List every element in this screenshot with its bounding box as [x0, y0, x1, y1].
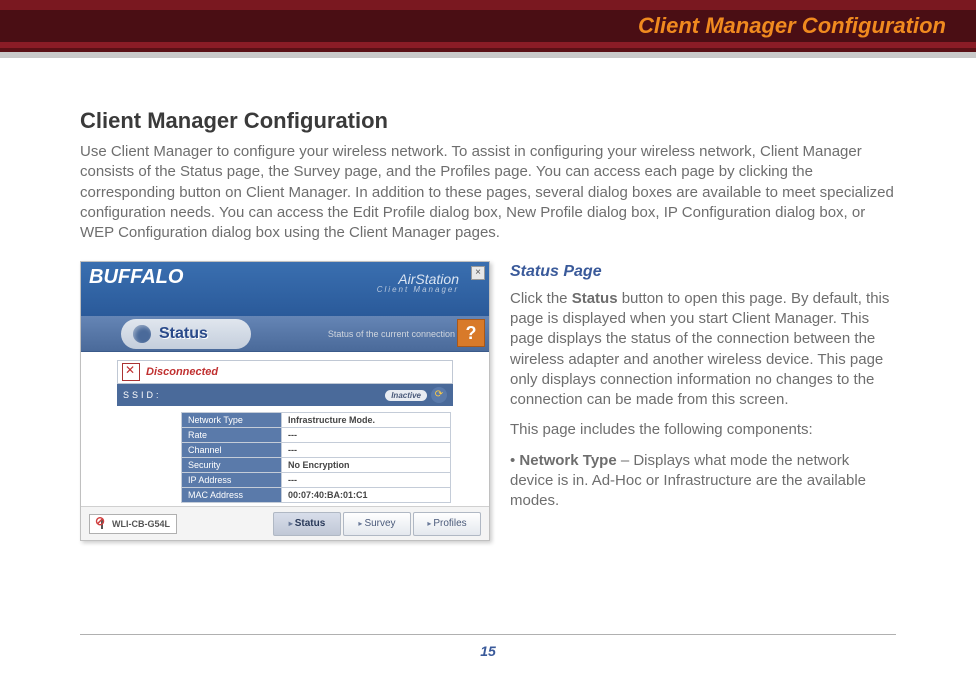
row-key: MAC Address — [182, 488, 282, 503]
row-key: IP Address — [182, 473, 282, 488]
table-row: Rate--- — [182, 428, 451, 443]
status-subtitle: Status of the current connection — [328, 329, 455, 339]
screenshot-header: BUFFALO AirStation Client Manager × — [81, 262, 489, 316]
connection-row: Disconnected — [117, 360, 453, 384]
status-bar: Status Status of the current connection … — [81, 316, 489, 352]
row-val: --- — [282, 428, 451, 443]
right-column: Status Page Click the Status button to o… — [510, 261, 896, 541]
status-pill: Status — [121, 319, 251, 349]
table-row: Channel--- — [182, 443, 451, 458]
ssid-key: SSID: — [123, 390, 162, 400]
row-key: Rate — [182, 428, 282, 443]
footer-buttons: Status Survey Profiles — [273, 512, 481, 536]
header-bands: Client Manager Configuration — [0, 0, 976, 58]
row-val: 00:07:40:BA:01:C1 — [282, 488, 451, 503]
paragraph-3: • Network Type – Displays what mode the … — [510, 451, 896, 512]
row-key: Security — [182, 458, 282, 473]
disconnected-icon — [122, 363, 140, 381]
header-title: Client Manager Configuration — [638, 13, 946, 39]
row-val: Infrastructure Mode. — [282, 413, 451, 428]
ssid-row: SSID: Inactive ⟳ — [117, 384, 453, 406]
refresh-icon[interactable]: ⟳ — [431, 387, 447, 403]
row-val: --- — [282, 473, 451, 488]
profiles-button[interactable]: Profiles — [413, 512, 481, 536]
table-row: SecurityNo Encryption — [182, 458, 451, 473]
product-name: AirStation Client Manager — [377, 272, 459, 294]
inactive-badge: Inactive — [385, 390, 427, 401]
row-val: No Encryption — [282, 458, 451, 473]
paragraph-1: Click the Status button to open this pag… — [510, 289, 896, 411]
row-val: --- — [282, 443, 451, 458]
screenshot-footer: WLI-CB-G54L Status Survey Profiles — [81, 506, 489, 540]
survey-button[interactable]: Survey — [343, 512, 411, 536]
section-title: Client Manager Configuration — [80, 108, 896, 134]
model-box: WLI-CB-G54L — [89, 514, 177, 534]
model-label: WLI-CB-G54L — [112, 519, 170, 529]
row-key: Network Type — [182, 413, 282, 428]
table-row: MAC Address00:07:40:BA:01:C1 — [182, 488, 451, 503]
table-row: IP Address--- — [182, 473, 451, 488]
brand-logo: BUFFALO — [89, 266, 183, 288]
help-button[interactable]: ? — [457, 319, 485, 347]
table-row: Network TypeInfrastructure Mode. — [182, 413, 451, 428]
disconnected-label: Disconnected — [146, 366, 218, 378]
paragraph-2: This page includes the following compone… — [510, 420, 896, 440]
status-page-heading: Status Page — [510, 261, 896, 283]
page-number: 15 — [0, 643, 976, 659]
status-label: Status — [159, 325, 208, 343]
page-content: Client Manager Configuration Use Client … — [0, 58, 976, 541]
row-key: Channel — [182, 443, 282, 458]
status-button[interactable]: Status — [273, 512, 341, 536]
product-line2: Client Manager — [377, 286, 459, 294]
client-manager-screenshot: BUFFALO AirStation Client Manager × Stat… — [80, 261, 490, 541]
antenna-icon — [96, 517, 108, 531]
info-table: Network TypeInfrastructure Mode. Rate---… — [181, 412, 451, 503]
bottom-rule — [80, 634, 896, 635]
intro-paragraph: Use Client Manager to configure your wir… — [80, 142, 896, 243]
screenshot-body: Disconnected SSID: Inactive ⟳ Network Ty… — [81, 352, 489, 513]
close-icon[interactable]: × — [471, 266, 485, 280]
